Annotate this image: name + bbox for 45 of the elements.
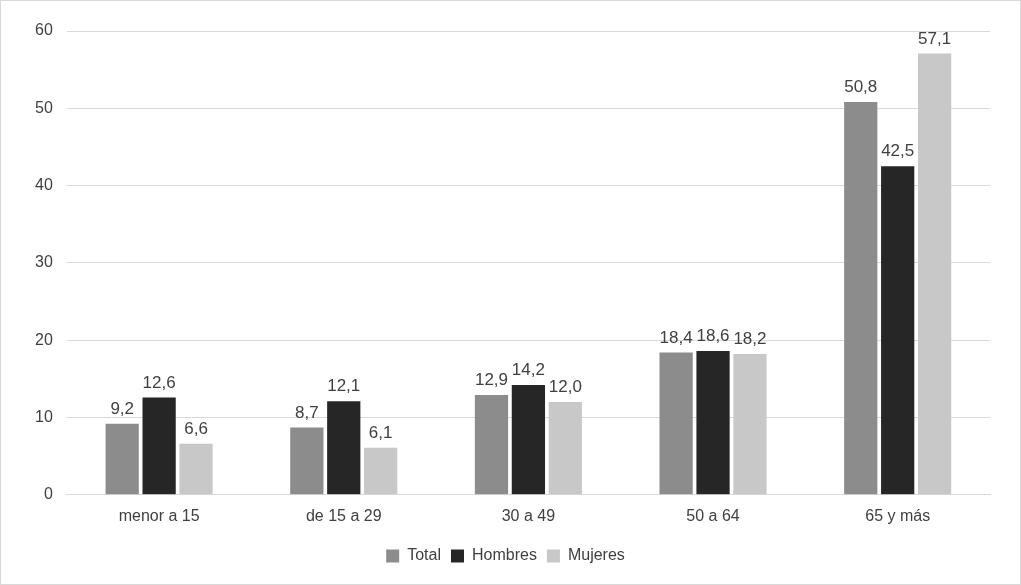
bar xyxy=(881,166,915,495)
bar xyxy=(105,423,139,495)
data-label: 8,7 xyxy=(295,402,319,422)
bar xyxy=(733,354,767,495)
data-label: 18,2 xyxy=(733,329,767,349)
bar xyxy=(364,447,398,495)
y-tick-label: 0 xyxy=(43,485,53,503)
data-label: 42,5 xyxy=(881,141,915,161)
bar xyxy=(474,395,509,495)
y-tick-label: 30 xyxy=(35,253,53,271)
x-tick-label: menor a 15 xyxy=(118,506,200,524)
x-tick-label: 65 y más xyxy=(865,506,931,524)
bar xyxy=(142,397,176,495)
y-tick-label: 10 xyxy=(35,407,53,425)
data-label: 57,1 xyxy=(918,28,952,48)
x-tick-label: 50 a 64 xyxy=(686,506,740,524)
y-tick-label: 40 xyxy=(35,176,53,194)
data-label: 12,0 xyxy=(548,377,582,397)
x-tick-label: 30 a 49 xyxy=(501,506,556,524)
bar xyxy=(290,427,324,495)
y-tick-label: 50 xyxy=(35,98,53,116)
bar xyxy=(659,352,693,495)
data-label: 12,9 xyxy=(474,370,509,390)
legend-label: Mujeres xyxy=(567,546,625,564)
data-label: 6,1 xyxy=(368,422,393,442)
data-label: 6,6 xyxy=(184,418,208,438)
data-label: 12,1 xyxy=(327,376,361,396)
x-tick-label: de 15 a 29 xyxy=(305,506,382,524)
legend-label: Total xyxy=(407,546,441,564)
bar xyxy=(327,401,361,495)
bar xyxy=(696,351,730,495)
data-label: 9,2 xyxy=(110,398,135,418)
bar xyxy=(179,443,213,495)
bar xyxy=(844,102,878,495)
bar xyxy=(511,385,546,495)
data-label: 14,2 xyxy=(511,360,545,380)
bar xyxy=(917,53,952,495)
bar xyxy=(548,402,582,495)
data-label: 18,4 xyxy=(659,327,693,347)
data-label: 18,6 xyxy=(696,326,730,346)
data-label: 50,8 xyxy=(844,77,878,97)
legend-label: Hombres xyxy=(471,546,537,564)
y-tick-label: 20 xyxy=(35,330,53,348)
data-label: 12,6 xyxy=(142,372,176,392)
y-tick-label: 60 xyxy=(35,21,53,39)
